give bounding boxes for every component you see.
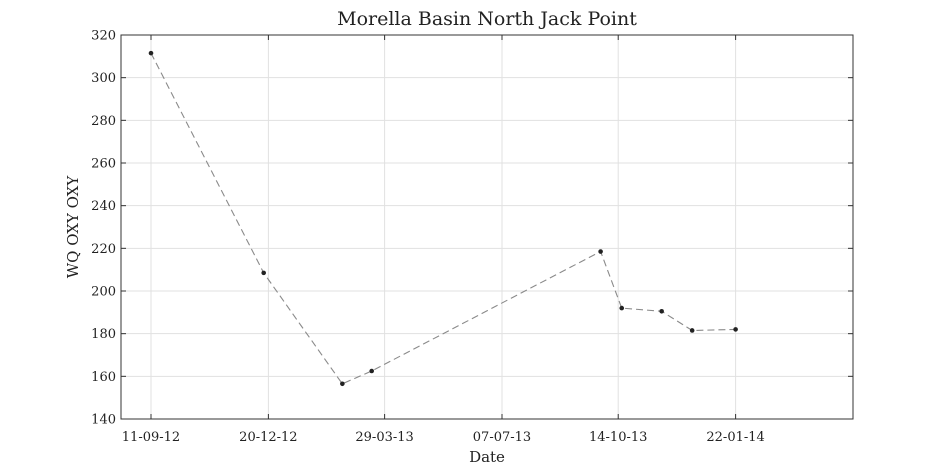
data-point (598, 249, 603, 254)
x-tick-label: 14-10-13 (589, 430, 647, 445)
data-series (148, 50, 738, 387)
chart-title: Morella Basin North Jack Point (337, 8, 637, 30)
y-tick-label: 180 (91, 327, 116, 342)
y-tick-label: 300 (91, 71, 116, 86)
x-tick-label: 11-09-12 (122, 430, 180, 445)
x-axis-label: Date (469, 448, 505, 466)
y-tick-label: 320 (91, 29, 116, 44)
x-tick-label: 20-12-12 (239, 430, 297, 445)
x-tick-label: 22-01-14 (706, 430, 764, 445)
plot-area-frame (120, 34, 854, 420)
x-tick-label: 07-07-13 (473, 430, 531, 445)
y-axis-label: WQ OXY OXY (64, 175, 82, 279)
data-point (148, 50, 154, 56)
data-point (733, 327, 738, 332)
axis-ticks: 140 160 180 200 220 240 260 280 300 320 11-09-12 20… (91, 29, 853, 445)
y-tick-label: 140 (91, 413, 116, 428)
y-tick-label: 280 (91, 114, 116, 129)
data-point (340, 381, 345, 387)
data-point (261, 270, 266, 276)
y-tick-label: 260 (91, 157, 116, 172)
y-tick-label: 220 (91, 242, 116, 257)
y-tick-label: 200 (91, 285, 116, 300)
y-tick-label: 160 (91, 370, 116, 385)
data-point (659, 308, 664, 314)
gridlines (121, 34, 853, 420)
x-tick-label: 29-03-13 (355, 430, 413, 445)
data-point (369, 368, 374, 374)
data-point (689, 328, 695, 333)
series-line (150, 52, 736, 385)
y-tick-label: 240 (91, 199, 116, 214)
data-point (619, 305, 625, 311)
